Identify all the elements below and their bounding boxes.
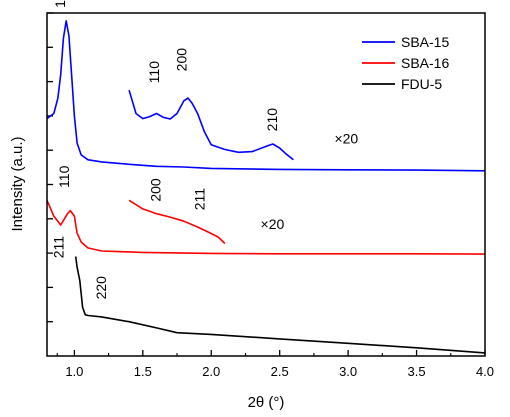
series-line-fdu-5 [74,256,486,354]
series-line-sba-16 [46,199,486,255]
legend-label: SBA-16 [401,55,449,71]
legend: SBA-15 SBA-16 FDU-5 [362,34,449,92]
peak-label: 200 [174,48,190,72]
peak-label: 211 [50,236,66,259]
peak-label: 110 [146,61,162,84]
peak-label: 200 [148,178,164,202]
peak-label: 210 [264,108,280,132]
annotations-layer: 100 110 200 210 ×20 110 200 211 ×20 211 220 [50,0,358,299]
series-line-sba-15-20 [128,89,294,161]
x-tick-label: 1.5 [134,364,152,379]
peak-label: 110 [56,165,72,188]
series-line-sba-16-20 [128,199,226,245]
scale-factor-label: ×20 [334,130,358,146]
scale-factor-label: ×20 [261,216,285,232]
x-tick-label: 3.5 [408,364,426,379]
x-tick-label: 2.0 [202,364,220,379]
series-line-sba-15 [46,20,486,172]
series-layer [46,20,486,354]
x-tick-label: 3.0 [339,364,357,379]
x-tick-label: 1.0 [65,364,83,379]
peak-label: 211 [191,188,207,211]
legend-label: FDU-5 [401,76,442,92]
x-axis-label: 2θ (°) [248,394,285,411]
legend-label: SBA-15 [401,34,449,50]
peak-label: 220 [93,276,109,300]
plot-frame [46,12,486,357]
peak-label: 100 [52,0,68,8]
x-tick-label: 4.0 [476,364,494,379]
y-axis-label: Intensity (a.u.) [9,136,26,231]
x-tick-label: 2.5 [271,364,289,379]
x-tick-labels: 1.0 1.5 2.0 2.5 3.0 3.5 4.0 [65,364,494,379]
